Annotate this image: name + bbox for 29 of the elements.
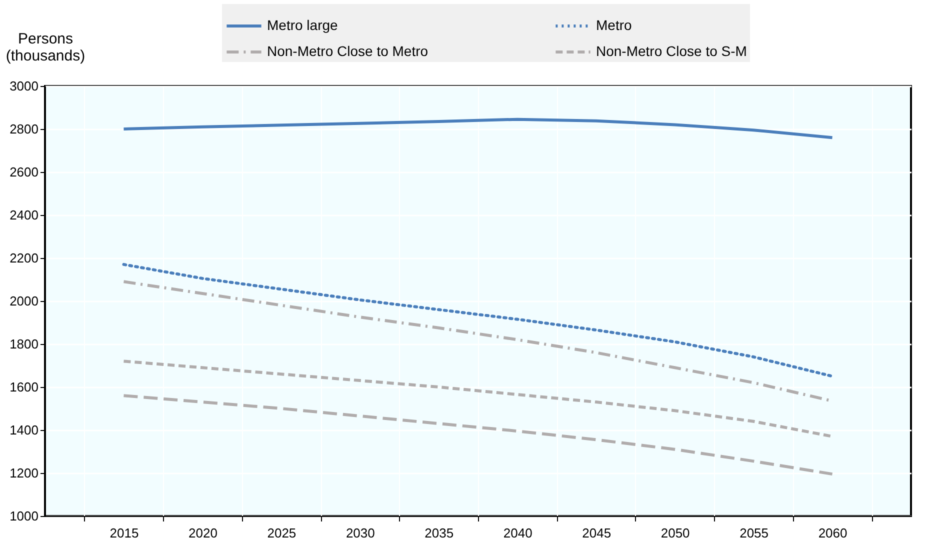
line-series [122, 394, 834, 476]
y-tick-label: 2200 [10, 250, 38, 266]
legend-label: Non-Metro Close to Metro [267, 43, 428, 59]
y-tick-label: 1400 [10, 422, 38, 438]
y-tick-label: 1200 [10, 466, 38, 480]
x-tick-label: 2050 [660, 526, 690, 540]
y-tick-label: 2600 [10, 164, 38, 180]
x-tick-label: 2055 [740, 526, 769, 540]
y-axis-title: Persons (thousands) [6, 30, 86, 64]
y-tick-label: 2800 [10, 122, 38, 136]
x-tick-label: 2040 [503, 526, 532, 540]
line-series [122, 262, 834, 378]
x-tick-label: 2045 [582, 526, 612, 540]
line-series [122, 118, 834, 140]
y-tick-label: 2000 [10, 294, 38, 308]
legend-label: Non-Metro Close to S-M [596, 43, 747, 59]
y-tick-label: 1600 [10, 380, 38, 394]
legend-label: Metro [596, 17, 632, 33]
x-tick-label: 2015 [110, 526, 139, 540]
x-tick-label: 2030 [346, 526, 375, 540]
y-tick-label: 1000 [10, 508, 38, 524]
y-tick-label: 1800 [10, 336, 38, 352]
x-tick-label: 2025 [267, 526, 296, 540]
y-tick-label: 2400 [10, 208, 38, 222]
x-tick-label: 2060 [818, 526, 848, 540]
x-tick-label: 2020 [188, 526, 218, 540]
x-tick-label: 2035 [424, 526, 454, 540]
legend-label: Metro large [267, 17, 338, 33]
y-tick-label: 3000 [10, 78, 38, 94]
